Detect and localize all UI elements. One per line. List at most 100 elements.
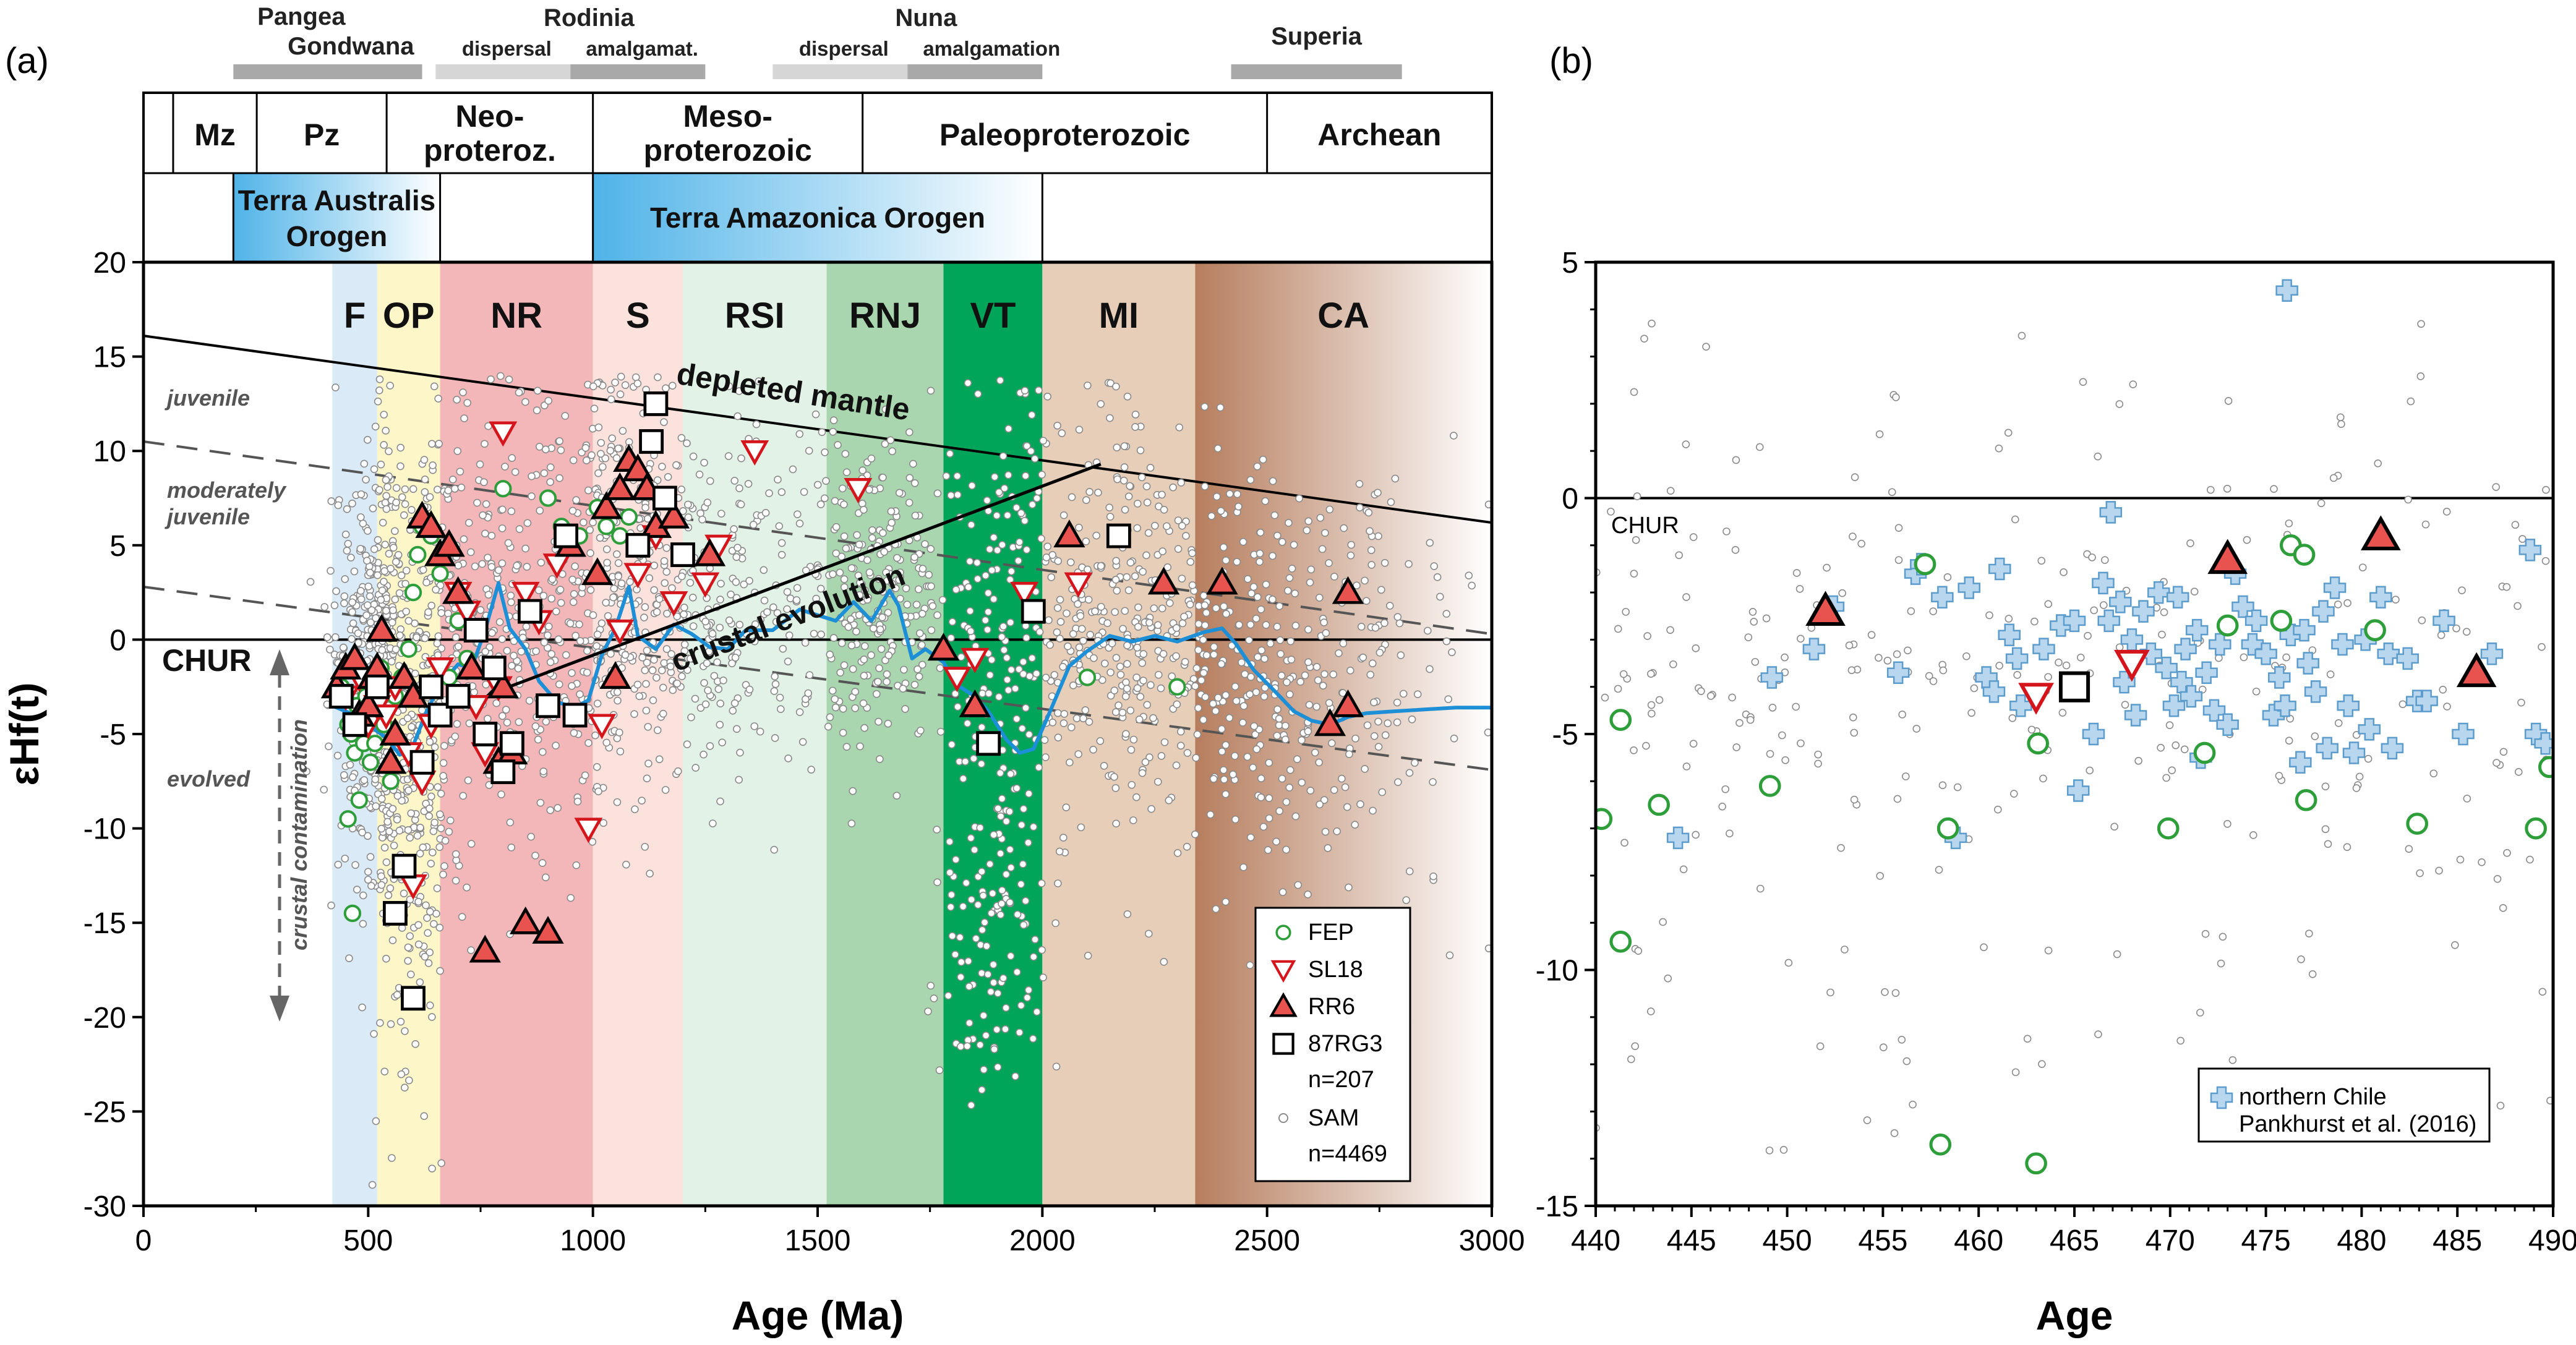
sam-point — [1039, 437, 1048, 445]
sam-point — [2407, 397, 2415, 406]
sam-point — [1145, 929, 1153, 938]
sam-point — [2364, 754, 2373, 763]
sl18-point — [2018, 683, 2054, 715]
orogen-label-2: Orogen — [286, 220, 388, 252]
x-tick-label: 460 — [1954, 1224, 2003, 1257]
sam-point — [1129, 735, 1138, 744]
sam-point — [829, 570, 837, 578]
sam-point — [925, 571, 933, 579]
sam-point — [492, 699, 501, 707]
sam-point — [602, 545, 611, 553]
sam-point — [2270, 485, 2278, 493]
sam-point — [546, 463, 555, 471]
sam-point — [1233, 558, 1241, 566]
sam-point — [1142, 551, 1150, 560]
sam-point — [1450, 734, 1458, 743]
sam-point — [2492, 483, 2501, 491]
sam-point — [1746, 715, 1755, 724]
sam-point — [488, 629, 496, 637]
sam-point — [1290, 540, 1298, 549]
sam-point — [377, 824, 385, 833]
sam-point — [561, 412, 570, 420]
sam-point — [839, 704, 847, 713]
sam-point — [1217, 660, 1226, 668]
sam-point — [1850, 728, 1859, 737]
rg3-point — [383, 901, 408, 926]
sam-point — [1054, 879, 1062, 887]
sam-point — [2499, 748, 2508, 756]
sam-point — [1891, 989, 1900, 997]
sam-point — [1116, 670, 1125, 679]
rr6-point — [2456, 652, 2497, 688]
sam-point — [1133, 644, 1142, 652]
sam-point — [409, 485, 417, 493]
sam-point — [430, 818, 439, 827]
sam-point — [860, 506, 868, 514]
sam-point — [2165, 721, 2174, 729]
sam-point — [779, 644, 787, 653]
sam-point — [2039, 774, 2047, 783]
sam-point — [944, 991, 952, 1000]
sam-point — [1291, 621, 1300, 630]
sam-point — [761, 509, 770, 517]
sam-point — [633, 680, 642, 689]
sam-point — [428, 1013, 436, 1021]
sam-point — [357, 490, 366, 498]
sam-point — [334, 860, 343, 869]
sam-point — [385, 447, 393, 456]
sam-point — [1222, 790, 1230, 798]
sam-point — [638, 653, 646, 662]
fep-point — [1929, 1133, 1952, 1156]
sam-point — [547, 594, 556, 603]
sam-point — [704, 686, 712, 694]
sam-point — [927, 626, 936, 634]
sam-point — [2099, 601, 2108, 609]
sam-point — [1157, 684, 1165, 693]
sam-point — [1019, 805, 1028, 813]
sam-point — [1252, 688, 1260, 696]
sam-point — [673, 679, 682, 688]
sam-point — [1728, 693, 1736, 702]
sam-point — [1220, 602, 1228, 610]
sam-point — [429, 461, 437, 469]
sam-point — [451, 633, 460, 641]
sam-point — [1892, 393, 1900, 401]
fep-point — [382, 772, 400, 790]
sam-point — [832, 549, 841, 558]
rg3-point — [562, 702, 588, 728]
sam-point — [2044, 673, 2052, 681]
fep-point — [1078, 668, 1097, 686]
supercontinent-3: Superia — [1231, 23, 1402, 79]
sam-point — [1146, 464, 1155, 472]
sam-point — [1054, 709, 1062, 717]
sam-point — [602, 599, 610, 607]
sam-point — [1003, 654, 1011, 662]
sam-point — [837, 552, 846, 561]
sam-point — [351, 861, 359, 869]
fep-point — [2293, 544, 2316, 566]
sam-point — [1682, 440, 1690, 448]
sam-point — [1194, 620, 1203, 628]
sam-point — [1367, 561, 1376, 569]
sam-point — [1220, 766, 1228, 774]
sam-point — [1841, 946, 1849, 954]
sam-point — [498, 559, 507, 568]
sam-point — [793, 510, 802, 519]
sam-point — [730, 699, 739, 707]
sam-point — [1066, 758, 1074, 767]
sam-point — [1315, 758, 1323, 767]
sam-point — [630, 710, 638, 718]
northern-chile-point — [2342, 741, 2366, 764]
sam-point — [326, 646, 334, 654]
sam-point — [406, 932, 414, 941]
sam-point — [728, 659, 736, 668]
sam-point — [622, 860, 630, 869]
y-tick-label: -15 — [1536, 1190, 1578, 1223]
sam-point — [1311, 748, 1319, 757]
sam-point — [1630, 746, 1638, 754]
sam-point — [983, 625, 991, 634]
sam-point — [435, 440, 443, 448]
sam-point — [377, 872, 385, 881]
sl18-point — [691, 572, 720, 598]
sam-point — [332, 383, 340, 391]
